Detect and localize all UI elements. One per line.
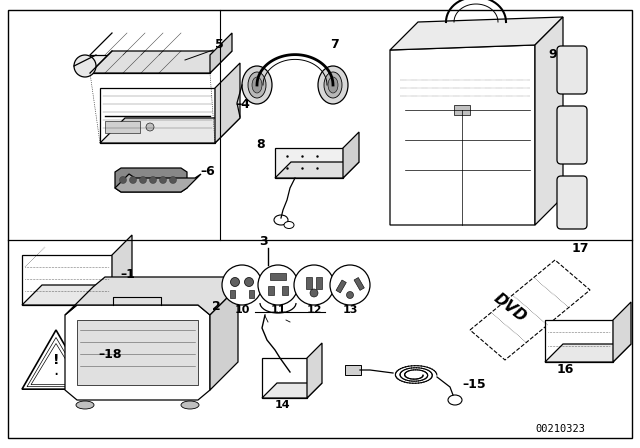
Bar [105,121,140,133]
FancyBboxPatch shape [557,46,587,94]
Ellipse shape [318,66,348,104]
Circle shape [222,265,262,305]
Bar [249,290,254,298]
Circle shape [258,265,298,305]
Text: –15: –15 [462,378,486,391]
Polygon shape [262,358,307,398]
Polygon shape [343,132,359,178]
Circle shape [159,177,166,184]
Circle shape [244,277,253,287]
Polygon shape [90,55,210,73]
Bar [316,277,322,289]
Ellipse shape [242,66,272,104]
Ellipse shape [328,77,338,93]
Circle shape [346,292,353,298]
Bar [268,286,274,295]
Bar [454,105,470,115]
Text: 17: 17 [572,242,589,255]
Bar [354,277,364,290]
Polygon shape [390,45,535,225]
Ellipse shape [324,72,342,98]
Text: 5: 5 [215,38,224,51]
Text: 11: 11 [270,305,285,315]
Polygon shape [115,168,187,192]
Circle shape [170,177,177,184]
Text: DVD: DVD [491,291,529,325]
Text: 2: 2 [212,300,221,313]
Ellipse shape [74,55,96,77]
Text: 14: 14 [275,400,291,410]
Polygon shape [470,260,590,360]
Text: 16: 16 [556,363,573,376]
Text: –6: –6 [200,165,215,178]
Polygon shape [112,235,132,305]
Polygon shape [115,174,201,192]
Circle shape [120,177,127,184]
Text: 3: 3 [259,235,268,248]
Polygon shape [210,287,238,390]
Ellipse shape [181,401,199,409]
Ellipse shape [448,395,462,405]
Polygon shape [613,302,631,362]
FancyBboxPatch shape [557,176,587,229]
Text: –4: –4 [235,98,250,111]
Bar [230,290,235,298]
Ellipse shape [286,371,298,380]
Polygon shape [210,33,232,73]
Polygon shape [545,320,613,362]
Polygon shape [22,285,132,305]
Text: 9: 9 [548,48,557,61]
Ellipse shape [252,77,262,93]
Bar [306,277,312,289]
Bar [336,280,346,293]
Circle shape [294,265,334,305]
Text: !: ! [52,353,60,367]
Bar [345,365,361,375]
Text: 10: 10 [234,305,250,315]
Polygon shape [390,17,563,50]
Polygon shape [275,162,359,178]
Polygon shape [22,255,112,305]
Circle shape [230,277,239,287]
Polygon shape [90,51,232,73]
Polygon shape [65,277,238,315]
Text: 13: 13 [342,305,358,315]
Bar [270,273,286,280]
Ellipse shape [294,379,303,385]
Polygon shape [100,88,215,143]
Text: –1: –1 [120,268,135,281]
Bar [282,286,288,295]
Circle shape [129,177,136,184]
Polygon shape [535,17,563,225]
Polygon shape [215,63,240,143]
Ellipse shape [76,401,94,409]
Polygon shape [262,383,322,398]
Polygon shape [65,305,210,400]
Text: 12: 12 [307,305,322,315]
Polygon shape [100,118,240,143]
Text: 00210323: 00210323 [535,424,585,434]
Polygon shape [275,148,343,178]
Circle shape [310,289,318,297]
Polygon shape [22,330,90,389]
Polygon shape [77,320,198,385]
Circle shape [146,123,154,131]
Text: –18: –18 [98,348,122,361]
Ellipse shape [274,215,288,225]
FancyBboxPatch shape [557,106,587,164]
Polygon shape [545,344,631,362]
Ellipse shape [284,221,294,228]
Text: 7: 7 [330,38,339,51]
Circle shape [150,177,157,184]
Text: 8: 8 [257,138,265,151]
Circle shape [330,265,370,305]
Circle shape [140,177,147,184]
Polygon shape [307,343,322,398]
Ellipse shape [248,72,266,98]
Text: .: . [53,361,59,379]
